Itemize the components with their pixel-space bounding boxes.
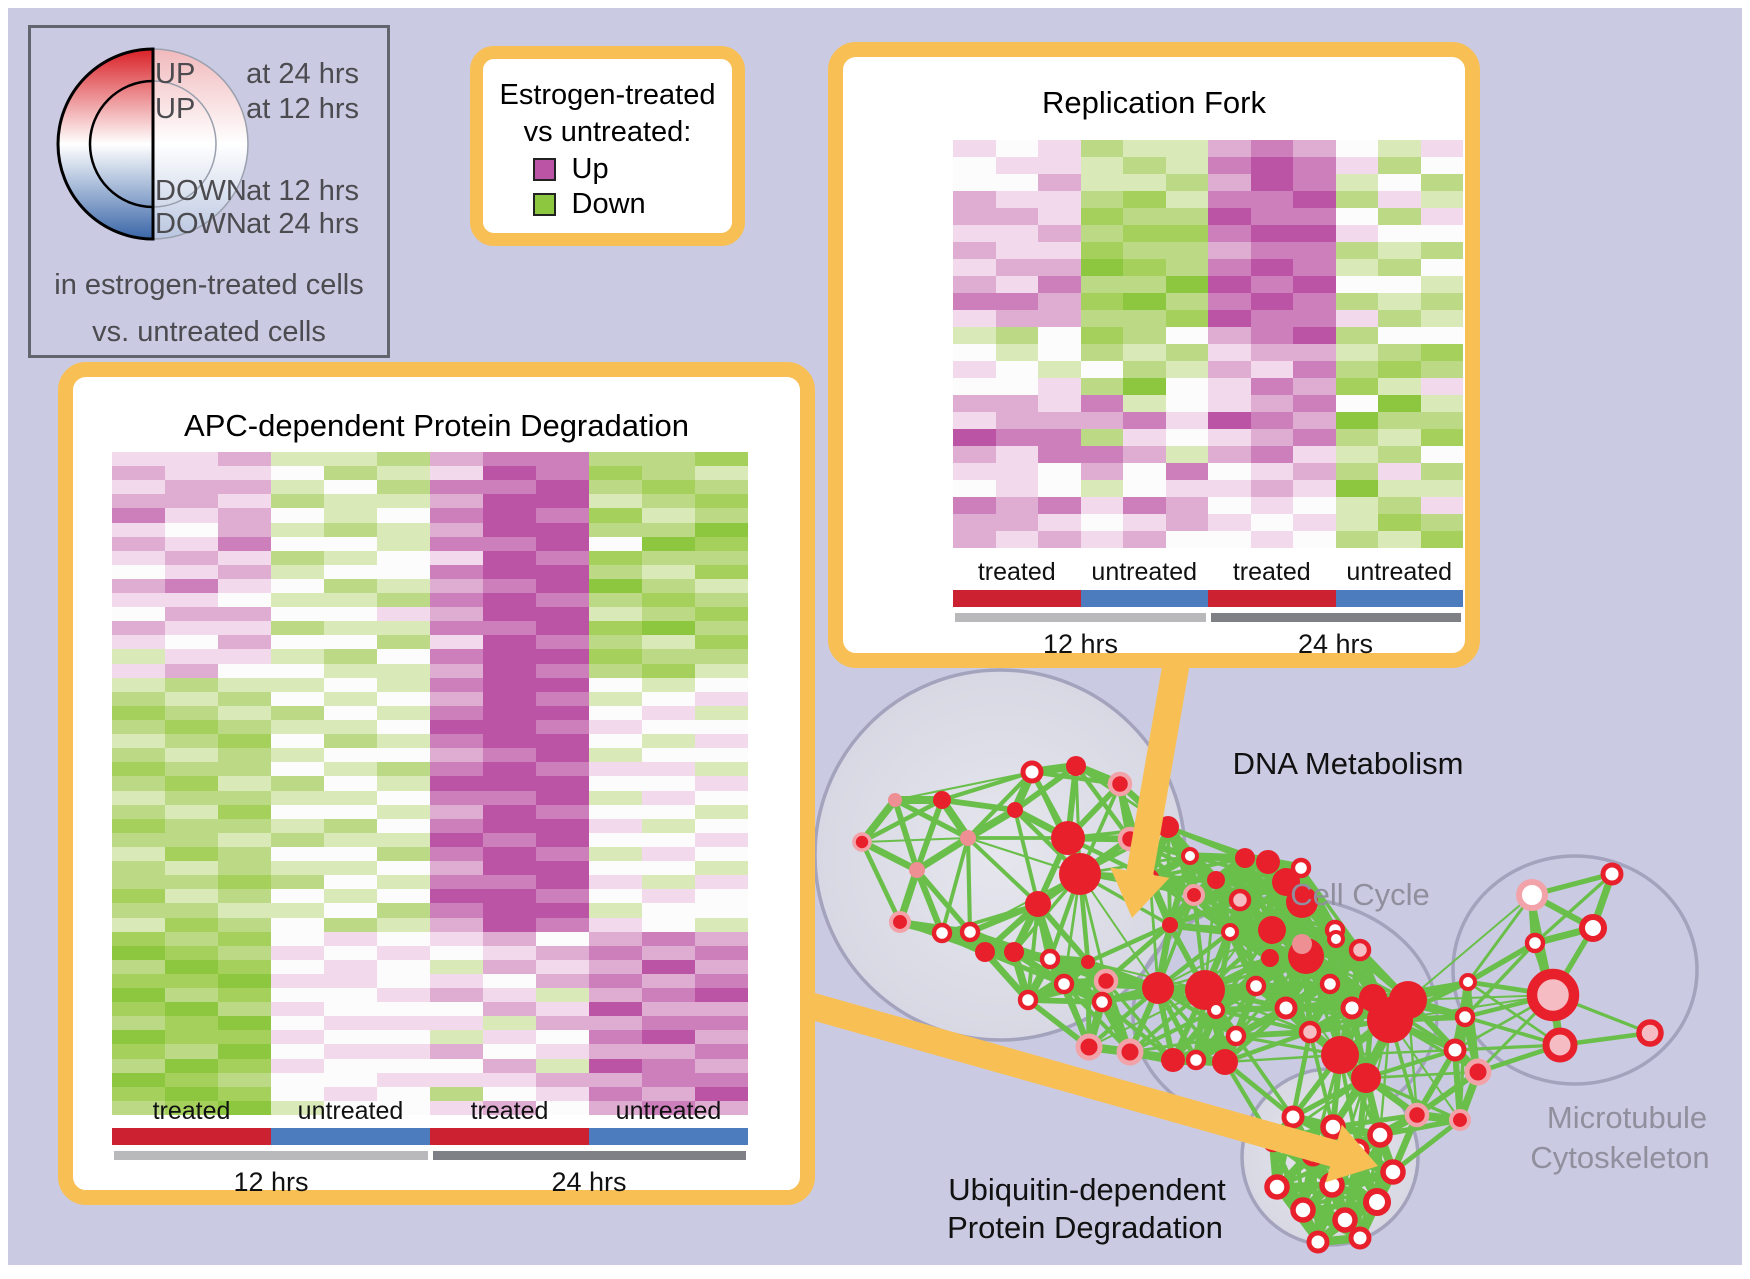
time-bar-24	[1210, 613, 1461, 622]
untreated-bar	[1335, 590, 1463, 607]
svg-text:Cytoskeleton: Cytoskeleton	[1530, 1140, 1709, 1175]
time-label-12: 12 hrs	[1042, 629, 1119, 659]
key-time-12: at 12 hrs	[246, 93, 359, 125]
updown-legend: Estrogen-treated vs untreated: Up Down	[470, 46, 745, 246]
key-caption-line1: in estrogen-treated cells	[54, 269, 364, 301]
untreated-bar	[1080, 590, 1208, 607]
group-label-untreated-24: untreated	[615, 1097, 722, 1125]
time-bar-24	[432, 1151, 746, 1160]
repfork-time-bars	[955, 613, 1461, 622]
color-key-box: UP at 24 hrs UP at 12 hrs DOWN at 12 hrs…	[28, 25, 390, 358]
key-word-down-24: DOWN	[155, 208, 247, 240]
replication-fork-panel: Replication Fork treated untreated treat…	[828, 42, 1480, 668]
up-swatch-icon	[532, 157, 556, 181]
group-label-treated-12: treated	[977, 558, 1056, 586]
legend-title-line2: vs untreated:	[523, 116, 692, 148]
key-word-down-12: DOWN	[155, 175, 247, 207]
repfork-time-labels: 12 hrs 24 hrs	[953, 629, 1463, 660]
group-label-treated-24: treated	[470, 1097, 549, 1125]
group-label-untreated-12: untreated	[297, 1097, 404, 1125]
key-caption-line2: vs. untreated cells	[92, 316, 326, 348]
time-bar-12	[114, 1151, 428, 1160]
treated-bar	[430, 1128, 589, 1145]
svg-text:DNA Metabolism: DNA Metabolism	[1233, 746, 1464, 781]
time-bar-12	[955, 613, 1206, 622]
apc-heatmap	[112, 452, 748, 1115]
apc-time-labels: 12 hrs 24 hrs	[112, 1167, 748, 1198]
repfork-panel-title: Replication Fork	[1042, 85, 1266, 120]
time-label-24: 24 hrs	[1297, 629, 1374, 659]
group-label-treated-12: treated	[152, 1097, 231, 1125]
time-label-12: 12 hrs	[233, 1167, 309, 1197]
svg-text:Cell Cycle: Cell Cycle	[1290, 877, 1430, 912]
down-swatch-icon	[532, 192, 556, 216]
apc-condition-bars	[112, 1128, 748, 1145]
key-word-up-24: UP	[155, 58, 196, 90]
apc-time-bars	[114, 1151, 746, 1160]
repfork-heatmap	[953, 140, 1463, 548]
apc-degradation-panel: APC-dependent Protein Degradation treate…	[58, 362, 815, 1205]
group-label-untreated-12: untreated	[1091, 558, 1198, 586]
group-label-treated-24: treated	[1232, 558, 1311, 586]
group-label-untreated-24: untreated	[1346, 558, 1453, 586]
apc-group-labels: treated untreated treated untreated	[112, 1097, 748, 1126]
treated-bar	[953, 590, 1081, 607]
key-time-24: at 24 hrs	[246, 58, 359, 90]
key-time-down-24: at 24 hrs	[246, 208, 359, 240]
repfork-group-labels: treated untreated treated untreated	[953, 558, 1463, 587]
apc-panel-title: APC-dependent Protein Degradation	[184, 408, 689, 443]
treated-bar	[112, 1128, 271, 1145]
svg-text:Ubiquitin-dependent: Ubiquitin-dependent	[948, 1172, 1226, 1207]
legend-down-label: Down	[571, 187, 646, 220]
treated-bar	[1208, 590, 1336, 607]
updown-ring-icon	[56, 47, 249, 241]
svg-text:Microtubule: Microtubule	[1547, 1100, 1707, 1135]
untreated-bar	[589, 1128, 748, 1145]
legend-up-label: Up	[571, 152, 609, 185]
repfork-condition-bars	[953, 590, 1463, 607]
untreated-bar	[271, 1128, 430, 1145]
key-time-down-12: at 12 hrs	[246, 175, 359, 207]
svg-text:Protein Degradation: Protein Degradation	[947, 1210, 1223, 1245]
time-label-24: 24 hrs	[551, 1167, 627, 1197]
legend-title-line1: Estrogen-treated	[499, 79, 716, 111]
key-word-up-12: UP	[155, 93, 196, 125]
